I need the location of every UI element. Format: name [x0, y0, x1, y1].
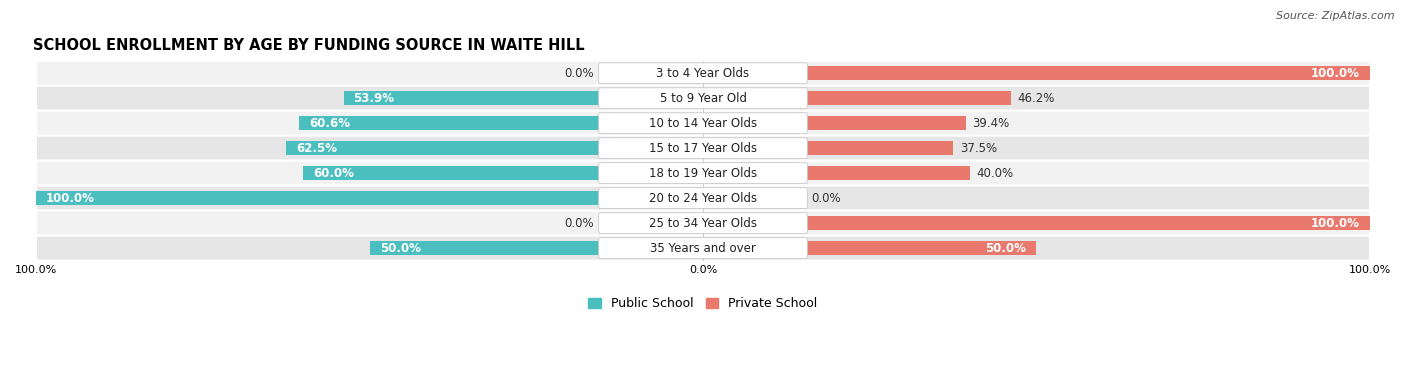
- Text: 53.9%: 53.9%: [353, 92, 395, 105]
- Bar: [343, 91, 703, 106]
- Bar: [703, 91, 1011, 106]
- Text: 62.5%: 62.5%: [297, 142, 337, 155]
- Text: 100.0%: 100.0%: [1310, 217, 1360, 230]
- Text: 20 to 24 Year Olds: 20 to 24 Year Olds: [650, 192, 756, 205]
- Bar: [703, 66, 1369, 80]
- Bar: [299, 116, 703, 130]
- Legend: Public School, Private School: Public School, Private School: [588, 297, 818, 310]
- Text: 10 to 14 Year Olds: 10 to 14 Year Olds: [650, 117, 756, 130]
- Text: 15 to 17 Year Olds: 15 to 17 Year Olds: [650, 142, 756, 155]
- Bar: [703, 216, 1369, 230]
- Text: 0.0%: 0.0%: [565, 67, 595, 80]
- FancyBboxPatch shape: [37, 61, 1369, 86]
- FancyBboxPatch shape: [599, 63, 807, 84]
- FancyBboxPatch shape: [599, 113, 807, 133]
- Bar: [703, 141, 953, 155]
- FancyBboxPatch shape: [37, 136, 1369, 161]
- Text: 37.5%: 37.5%: [960, 142, 997, 155]
- FancyBboxPatch shape: [37, 86, 1369, 111]
- Text: 25 to 34 Year Olds: 25 to 34 Year Olds: [650, 217, 756, 230]
- FancyBboxPatch shape: [37, 236, 1369, 261]
- FancyBboxPatch shape: [37, 111, 1369, 136]
- FancyBboxPatch shape: [37, 161, 1369, 185]
- Text: 0.0%: 0.0%: [565, 217, 595, 230]
- Bar: [703, 116, 966, 130]
- Text: 50.0%: 50.0%: [380, 242, 420, 254]
- Bar: [703, 241, 1036, 255]
- Text: SCHOOL ENROLLMENT BY AGE BY FUNDING SOURCE IN WAITE HILL: SCHOOL ENROLLMENT BY AGE BY FUNDING SOUR…: [34, 38, 585, 53]
- FancyBboxPatch shape: [599, 188, 807, 208]
- FancyBboxPatch shape: [37, 185, 1369, 211]
- Bar: [287, 141, 703, 155]
- Text: Source: ZipAtlas.com: Source: ZipAtlas.com: [1277, 11, 1395, 21]
- Text: 5 to 9 Year Old: 5 to 9 Year Old: [659, 92, 747, 105]
- Text: 60.6%: 60.6%: [309, 117, 350, 130]
- FancyBboxPatch shape: [37, 211, 1369, 236]
- Text: 100.0%: 100.0%: [1310, 67, 1360, 80]
- FancyBboxPatch shape: [599, 163, 807, 184]
- Text: 3 to 4 Year Olds: 3 to 4 Year Olds: [657, 67, 749, 80]
- Text: 18 to 19 Year Olds: 18 to 19 Year Olds: [650, 167, 756, 180]
- Text: 60.0%: 60.0%: [314, 167, 354, 180]
- Text: 39.4%: 39.4%: [973, 117, 1010, 130]
- Text: 40.0%: 40.0%: [976, 167, 1014, 180]
- FancyBboxPatch shape: [599, 213, 807, 233]
- Text: 0.0%: 0.0%: [811, 192, 841, 205]
- FancyBboxPatch shape: [599, 138, 807, 159]
- Text: 35 Years and over: 35 Years and over: [650, 242, 756, 254]
- FancyBboxPatch shape: [599, 88, 807, 109]
- Bar: [302, 166, 703, 180]
- Text: 100.0%: 100.0%: [46, 192, 96, 205]
- Text: 46.2%: 46.2%: [1018, 92, 1054, 105]
- Bar: [37, 191, 703, 205]
- Text: 50.0%: 50.0%: [986, 242, 1026, 254]
- FancyBboxPatch shape: [599, 238, 807, 259]
- Bar: [370, 241, 703, 255]
- Bar: [703, 166, 970, 180]
